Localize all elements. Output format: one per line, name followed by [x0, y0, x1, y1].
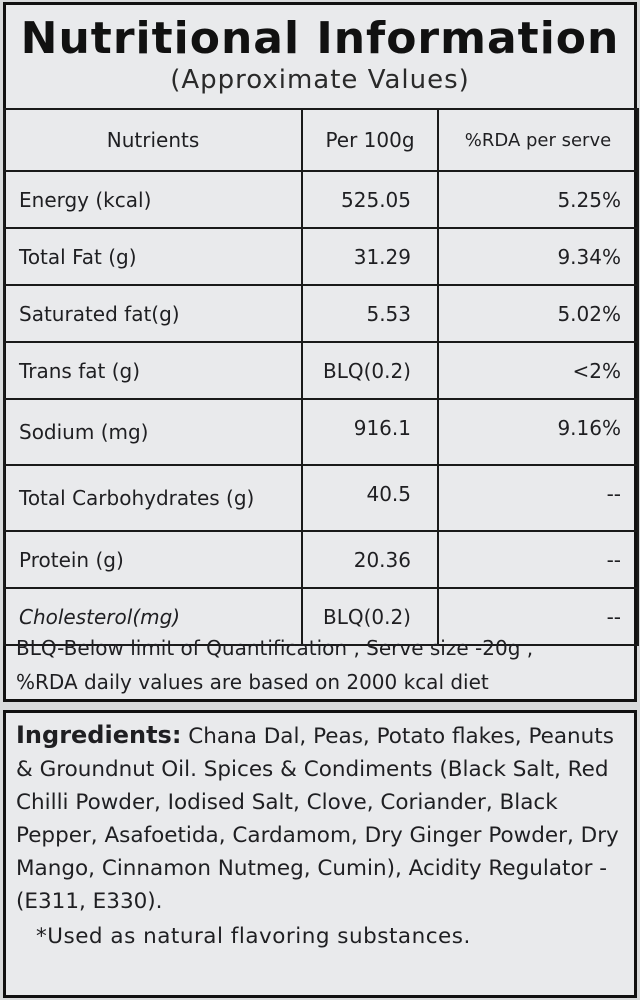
nutrition-subtitle: (Approximate Values) [170, 65, 470, 95]
rda-value: 5.25% [437, 170, 639, 229]
nutrition-footnote: BLQ-Below limit of Quantification , Serv… [16, 631, 631, 699]
table-row: Sodium (mg) 916.1 9.16% [3, 398, 639, 466]
per-100g-value: 916.1 [301, 398, 439, 466]
per-100g-value: BLQ(0.2) [301, 587, 439, 646]
nutrient-name: Cholesterol(mg) [3, 587, 303, 646]
header-per-100g: Per 100g [301, 108, 439, 172]
nutrient-name: Energy (kcal) [3, 170, 303, 229]
header-nutrients: Nutrients [3, 108, 303, 172]
rda-value: -- [437, 530, 639, 589]
rda-value: -- [437, 587, 639, 646]
nutrient-name: Protein (g) [3, 530, 303, 589]
table-row: Protein (g) 20.36 -- [3, 530, 639, 589]
table-row: Cholesterol(mg) BLQ(0.2) -- [3, 587, 639, 646]
nutrition-title: Nutritional Information [20, 13, 620, 64]
table-header-row: Nutrients Per 100g %RDA per serve [3, 108, 639, 172]
rda-value: <2% [437, 341, 639, 400]
nutrient-name: Trans fat (g) [3, 341, 303, 400]
ingredients-text-block: Ingredients: Chana Dal, Peas, Potato fla… [16, 719, 634, 953]
nutrient-name: Total Fat (g) [3, 227, 303, 286]
ingredients-list: Chana Dal, Peas, Potato flakes, Peanuts … [16, 724, 619, 914]
nutrition-panel: Nutritional Information (Approximate Val… [3, 2, 639, 702]
table-row: Trans fat (g) BLQ(0.2) <2% [3, 341, 639, 400]
per-100g-value: 525.05 [301, 170, 439, 229]
nutrient-name: Saturated fat(g) [3, 284, 303, 343]
per-100g-value: 40.5 [301, 464, 439, 532]
rda-value: 5.02% [437, 284, 639, 343]
table-row: Total Fat (g) 31.29 9.34% [3, 227, 639, 286]
nutrient-name: Total Carbohydrates (g) [3, 464, 303, 532]
footnote-line-2: %RDA daily values are based on 2000 kcal… [16, 670, 489, 694]
nutrient-name: Sodium (mg) [3, 398, 303, 466]
nutrition-table: Nutrients Per 100g %RDA per serve Energy… [3, 108, 639, 646]
table-row: Total Carbohydrates (g) 40.5 -- [3, 464, 639, 532]
table-row: Energy (kcal) 525.05 5.25% [3, 170, 639, 229]
ingredients-panel: Ingredients: Chana Dal, Peas, Potato fla… [3, 710, 637, 998]
per-100g-value: 20.36 [301, 530, 439, 589]
per-100g-value: 5.53 [301, 284, 439, 343]
ingredients-note: *Used as natural flavoring substances. [36, 924, 471, 949]
rda-value: 9.16% [437, 398, 639, 466]
ingredients-label: Ingredients: [16, 721, 182, 749]
per-100g-value: 31.29 [301, 227, 439, 286]
footnote-line-1: BLQ-Below limit of Quantification , Serv… [16, 636, 534, 660]
per-100g-value: BLQ(0.2) [301, 341, 439, 400]
rda-value: 9.34% [437, 227, 639, 286]
table-row: Saturated fat(g) 5.53 5.02% [3, 284, 639, 343]
header-rda: %RDA per serve [437, 108, 639, 172]
rda-value: -- [437, 464, 639, 532]
